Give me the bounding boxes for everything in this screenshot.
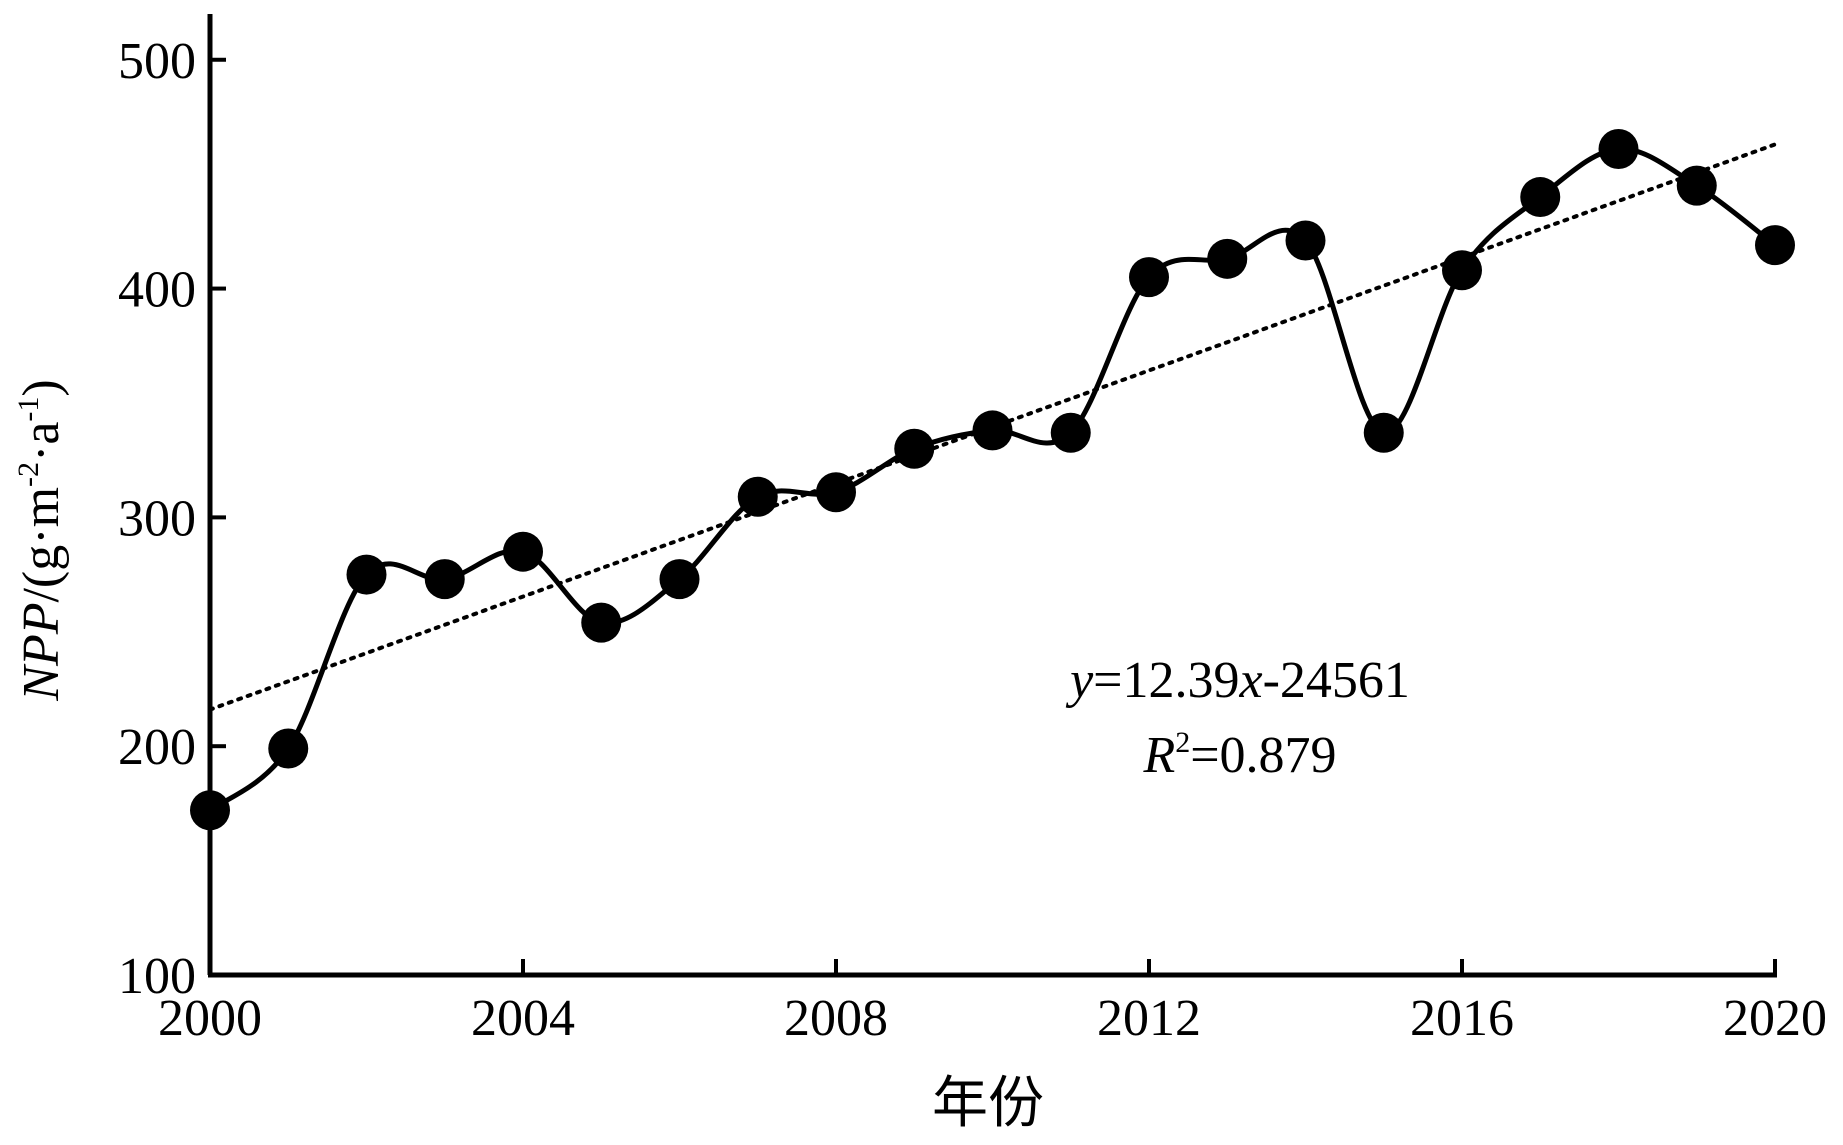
x-tick-label-2008: 2008 (784, 990, 888, 1047)
data-point-2020 (1755, 225, 1795, 266)
regression-equation: y=12.39x-24561 (1065, 652, 1410, 709)
y-tick-label-300: 300 (118, 490, 196, 547)
y-tick-label-400: 400 (118, 262, 196, 319)
y-axis-title-close: ) (13, 379, 70, 396)
data-point-2011 (1050, 412, 1091, 453)
y-axis-title-sup1: -2 (12, 462, 45, 487)
tick-labels: 100 200 300 400 500 2000 2004 2008 2012 2016 2020 (118, 33, 1827, 1047)
equation-y: y (1065, 652, 1094, 709)
r-squared-value: =0.879 (1190, 727, 1336, 784)
data-point-2015 (1363, 412, 1404, 453)
data-point-2016 (1442, 250, 1482, 291)
x-tick-label-2000: 2000 (158, 990, 262, 1047)
r-squared-r: R (1142, 727, 1175, 784)
equation-x: x (1239, 652, 1263, 709)
data-point-2004 (503, 531, 543, 572)
r-squared-sup: 2 (1175, 726, 1190, 759)
data-point-2019 (1676, 165, 1717, 206)
data-point-2003 (424, 559, 465, 600)
data-point-2005 (581, 602, 622, 643)
data-point-2010 (972, 410, 1013, 451)
data-point-2002 (346, 554, 387, 595)
y-axis-title-sup2: -1 (12, 397, 45, 422)
y-axis-title-italic: NPP (13, 603, 70, 702)
x-tick-label-2004: 2004 (471, 990, 575, 1047)
y-tick-label-500: 500 (118, 33, 196, 90)
y-axis-title: NPP/(g·m-2·a-1) (12, 379, 70, 701)
x-axis-title: 年份 (932, 1073, 1044, 1135)
series-line-layer (208, 146, 1777, 813)
data-point-2007 (737, 476, 778, 517)
r-squared: R2=0.879 (1142, 726, 1336, 784)
y-tick-label-200: 200 (118, 719, 196, 776)
axes (207, 14, 1777, 978)
y-axis-title-base: /(g·m (13, 487, 70, 603)
x-tick-label-2012: 2012 (1097, 990, 1201, 1047)
data-point-2013 (1207, 238, 1248, 279)
data-point-2008 (816, 472, 856, 513)
data-point-2006 (659, 559, 700, 600)
y-tick-label-100: 100 (118, 948, 196, 1005)
equation-intercept: -24561 (1263, 652, 1410, 709)
data-point-2009 (894, 428, 935, 469)
y-axis-title-mid: ·a (13, 422, 70, 462)
data-point-2014 (1285, 220, 1326, 261)
x-tick-label-2016: 2016 (1410, 990, 1514, 1047)
data-point-2018 (1598, 128, 1639, 169)
data-point-layer (190, 128, 1795, 831)
x-tick-label-2020: 2020 (1723, 990, 1827, 1047)
data-point-2017 (1520, 177, 1561, 218)
data-point-2012 (1129, 257, 1169, 298)
data-point-2001 (268, 728, 309, 769)
equation-coef: =12.39 (1093, 652, 1239, 709)
series-line-0 (208, 146, 1777, 813)
